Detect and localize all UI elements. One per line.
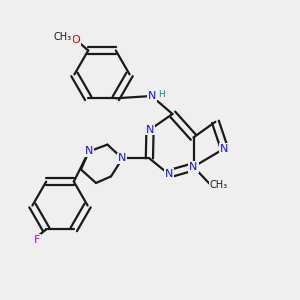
Text: N: N bbox=[164, 169, 173, 179]
Text: N: N bbox=[146, 124, 154, 135]
Text: H: H bbox=[158, 90, 164, 99]
Text: O: O bbox=[72, 35, 81, 45]
Text: N: N bbox=[118, 153, 127, 164]
Text: N: N bbox=[220, 143, 229, 154]
Text: N: N bbox=[189, 162, 198, 172]
Text: F: F bbox=[34, 235, 40, 245]
Text: CH₃: CH₃ bbox=[54, 32, 72, 42]
Text: N: N bbox=[85, 146, 93, 157]
Text: N: N bbox=[148, 91, 157, 101]
Text: CH₃: CH₃ bbox=[209, 180, 227, 190]
